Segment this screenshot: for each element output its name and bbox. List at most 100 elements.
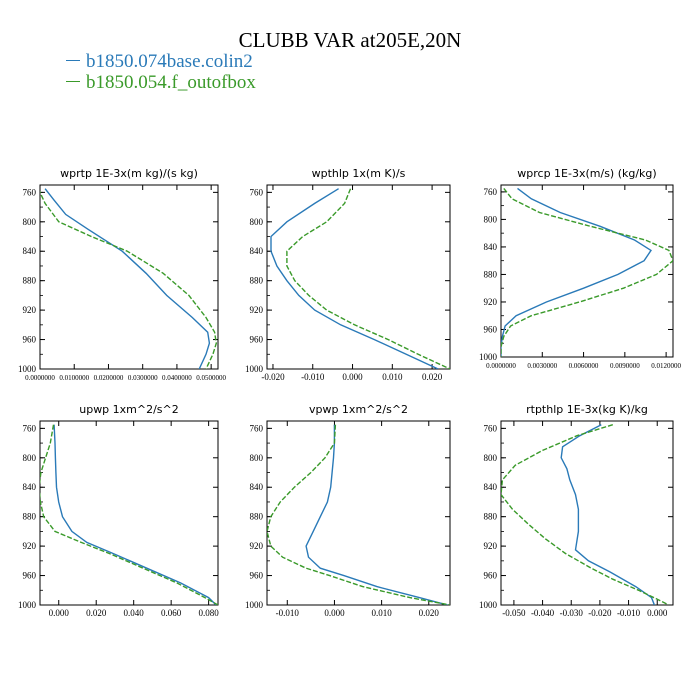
x-tick-label: -0.020 [261, 372, 285, 382]
y-tick-label: 760 [484, 187, 498, 197]
plot-frame [500, 184, 674, 358]
legend-line-icon [66, 60, 80, 62]
y-tick-label: 840 [250, 482, 264, 492]
x-tick-label: 0.0500000 [196, 374, 226, 382]
series-line-1 [270, 188, 439, 369]
panel-3: wprcp 1E-3x(m/s) (kg/kg) 760 800 840 880 920 9… [479, 167, 681, 370]
panel-title: rtpthlp 1E-3x(kg K)/kg [526, 403, 648, 416]
panel-1: wprtp 1E-3x(m kg)/(s kg) 760 800 840 880 920 9… [18, 167, 227, 382]
figure-title: CLUBB VAR at205E,20N [238, 28, 462, 52]
y-tick-label: 960 [250, 335, 264, 345]
y-tick-label: 920 [250, 541, 264, 551]
y-tick-label: 880 [484, 269, 498, 279]
x-tick-label: 0.0060000 [569, 362, 599, 370]
y-tick-label: 880 [250, 276, 264, 286]
legend-label: b1850.074base.colin2 [86, 51, 253, 72]
y-tick-label: 920 [23, 541, 37, 551]
plot-frame [500, 420, 674, 606]
x-tick-label: 0.080 [199, 608, 220, 618]
y-tick-label: 960 [484, 324, 498, 334]
y-tick-label: 1000 [245, 600, 264, 610]
y-tick-label: 760 [23, 187, 37, 197]
x-tick-label: 0.0000000 [486, 362, 516, 370]
y-tick-label: 880 [250, 512, 264, 522]
y-tick-label: 1000 [479, 352, 498, 362]
y-tick-label: 800 [484, 453, 498, 463]
x-tick-label: 0.020 [422, 372, 443, 382]
x-tick-label: 0.000 [342, 372, 363, 382]
y-tick-label: 800 [250, 453, 264, 463]
y-tick-label: 840 [23, 482, 37, 492]
x-tick-label: 0.0400000 [162, 374, 192, 382]
legend-item-series-1: b1850.074base.colin2 [66, 52, 253, 72]
y-tick-label: 800 [23, 453, 37, 463]
y-tick-label: 840 [484, 482, 498, 492]
y-tick-label: 840 [23, 246, 37, 256]
y-tick-label: 840 [250, 246, 264, 256]
panel-title: vpwp 1xm^2/s^2 [309, 403, 408, 416]
y-tick-label: 920 [23, 305, 37, 315]
y-tick-label: 1000 [479, 600, 498, 610]
series-line-2 [267, 424, 450, 605]
y-tick-label: 960 [250, 571, 264, 581]
series-line-1 [53, 424, 217, 605]
series-line-2 [40, 424, 218, 605]
plot-frame [266, 184, 451, 370]
plot-frame [266, 420, 451, 606]
series-line-2 [501, 424, 670, 605]
y-tick-label: 840 [484, 242, 498, 252]
x-tick-label: -0.020 [588, 608, 612, 618]
series-line-2 [501, 187, 673, 357]
x-tick-label: 0.010 [382, 372, 403, 382]
panel-title: wprcp 1E-3x(m/s) (kg/kg) [517, 167, 656, 180]
y-tick-label: 760 [250, 187, 264, 197]
y-tick-label: 880 [484, 512, 498, 522]
series-line-2 [40, 190, 218, 369]
y-tick-label: 960 [484, 571, 498, 581]
x-tick-label: 0.000 [324, 608, 345, 618]
series-line-1 [44, 188, 211, 369]
y-tick-label: 1000 [18, 600, 37, 610]
x-tick-label: -0.010 [617, 608, 641, 618]
x-tick-label: 0.0120000 [651, 362, 681, 370]
x-tick-label: 0.000 [647, 608, 668, 618]
x-tick-label: 0.0100000 [59, 374, 89, 382]
panel-5: vpwp 1xm^2/s^2 760 800 840 880 920 960 1000 -0.0… [245, 403, 451, 618]
legend-line-icon [66, 81, 80, 83]
series-line-2 [286, 188, 450, 369]
panel-title: wpthlp 1x(m K)/s [312, 167, 406, 180]
y-tick-label: 960 [23, 571, 37, 581]
legend-item-series-2: b1850.054.f_outofbox [66, 73, 256, 93]
panel-6: rtpthlp 1E-3x(kg K)/kg 760 800 840 880 920 960… [479, 403, 674, 618]
x-tick-label: -0.010 [276, 608, 300, 618]
y-tick-label: 760 [23, 423, 37, 433]
x-tick-label: -0.050 [502, 608, 526, 618]
y-tick-label: 920 [484, 297, 498, 307]
x-tick-label: -0.040 [531, 608, 555, 618]
y-tick-label: 800 [23, 217, 37, 227]
x-tick-label: 0.020 [86, 608, 107, 618]
y-tick-label: 880 [23, 276, 37, 286]
x-tick-label: -0.010 [301, 372, 325, 382]
plot-frame [39, 184, 219, 370]
y-tick-label: 920 [484, 541, 498, 551]
x-tick-label: 0.0030000 [527, 362, 557, 370]
legend-label: b1850.054.f_outofbox [86, 72, 256, 93]
x-tick-label: 0.0200000 [94, 374, 124, 382]
x-tick-label: 0.0300000 [128, 374, 158, 382]
y-tick-label: 880 [23, 512, 37, 522]
series-line-1 [305, 424, 448, 605]
panel-title: wprtp 1E-3x(m kg)/(s kg) [60, 167, 198, 180]
y-tick-label: 800 [484, 214, 498, 224]
y-tick-label: 800 [250, 217, 264, 227]
x-tick-label: 0.000 [49, 608, 70, 618]
x-tick-label: 0.0090000 [610, 362, 640, 370]
series-line-1 [560, 424, 656, 605]
y-tick-label: 760 [484, 423, 498, 433]
panel-title: upwp 1xm^2/s^2 [79, 403, 179, 416]
y-tick-label: 960 [23, 335, 37, 345]
x-tick-label: 0.060 [161, 608, 182, 618]
y-tick-label: 760 [250, 423, 264, 433]
plot-frame [39, 420, 219, 606]
